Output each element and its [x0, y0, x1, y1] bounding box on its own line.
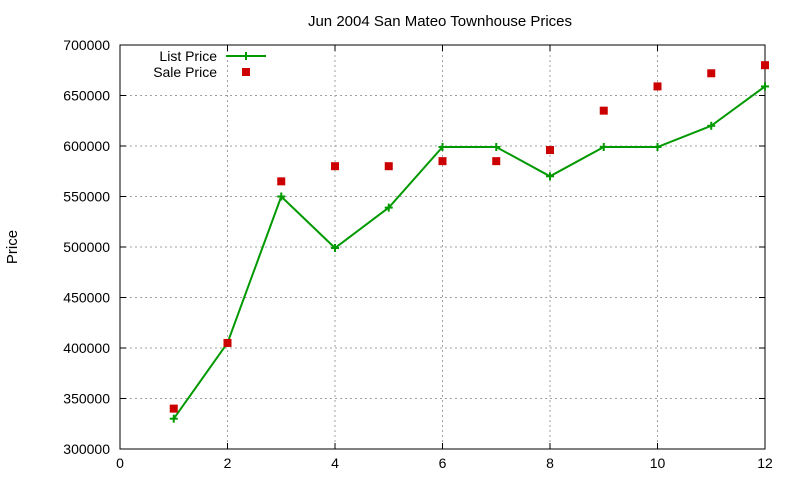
- y-tick-label: 650000: [63, 88, 110, 104]
- list-price-point: [277, 192, 286, 201]
- y-tick-label: 600000: [63, 138, 110, 154]
- sale-price-point: [277, 177, 286, 186]
- y-tick-label: 450000: [63, 290, 110, 306]
- x-tick-label: 2: [224, 455, 232, 471]
- y-tick-label: 500000: [63, 239, 110, 255]
- y-tick-label: 550000: [63, 189, 110, 205]
- list-price-point: [599, 143, 608, 152]
- x-tick-label: 8: [546, 455, 554, 471]
- legend-swatch-point: [242, 52, 250, 60]
- sale-price-point: [223, 338, 232, 347]
- series-sale-price: [169, 61, 769, 413]
- sale-price-point: [169, 404, 178, 413]
- y-tick-label: 350000: [63, 391, 110, 407]
- x-tick-label: 12: [757, 455, 773, 471]
- y-axis-label: Price: [4, 230, 21, 264]
- sale-price-point: [653, 82, 662, 91]
- sale-price-point: [438, 157, 447, 166]
- grid: [120, 45, 765, 449]
- list-price-point: [438, 143, 447, 152]
- y-tick-label: 300000: [63, 441, 110, 457]
- x-tick-label: 0: [116, 455, 124, 471]
- sale-price-point: [761, 61, 769, 70]
- sale-price-point: [599, 106, 608, 115]
- x-tick-label: 10: [650, 455, 666, 471]
- y-tick-label: 400000: [63, 340, 110, 356]
- list-price-point: [707, 121, 716, 130]
- sale-price-point: [707, 69, 716, 78]
- list-price-point: [653, 143, 662, 152]
- list-price-point: [546, 172, 554, 181]
- list-price-line: [172, 85, 766, 420]
- series-layer: [169, 61, 769, 423]
- legend-swatch-point: [242, 68, 250, 76]
- list-price-point: [169, 414, 178, 423]
- legend-label: Sale Price: [153, 64, 217, 80]
- sale-price-point: [331, 162, 339, 171]
- chart-title: Jun 2004 San Mateo Townhouse Prices: [308, 13, 572, 30]
- sale-price-point: [492, 157, 501, 166]
- y-tick-label: 700000: [63, 37, 110, 53]
- sale-price-point: [384, 162, 393, 171]
- list-price-point: [761, 82, 769, 91]
- x-tick-label: 4: [331, 455, 339, 471]
- series-list-price: [169, 82, 769, 423]
- legend-label: List Price: [159, 48, 217, 64]
- list-price-point: [492, 143, 501, 152]
- x-tick-label: 6: [439, 455, 447, 471]
- axis-ticks: 300000 350000 400000 450000 500000 550000 6000…: [63, 37, 773, 471]
- list-price-point: [331, 244, 339, 253]
- sale-price-point: [546, 146, 554, 155]
- list-price-point: [384, 203, 393, 212]
